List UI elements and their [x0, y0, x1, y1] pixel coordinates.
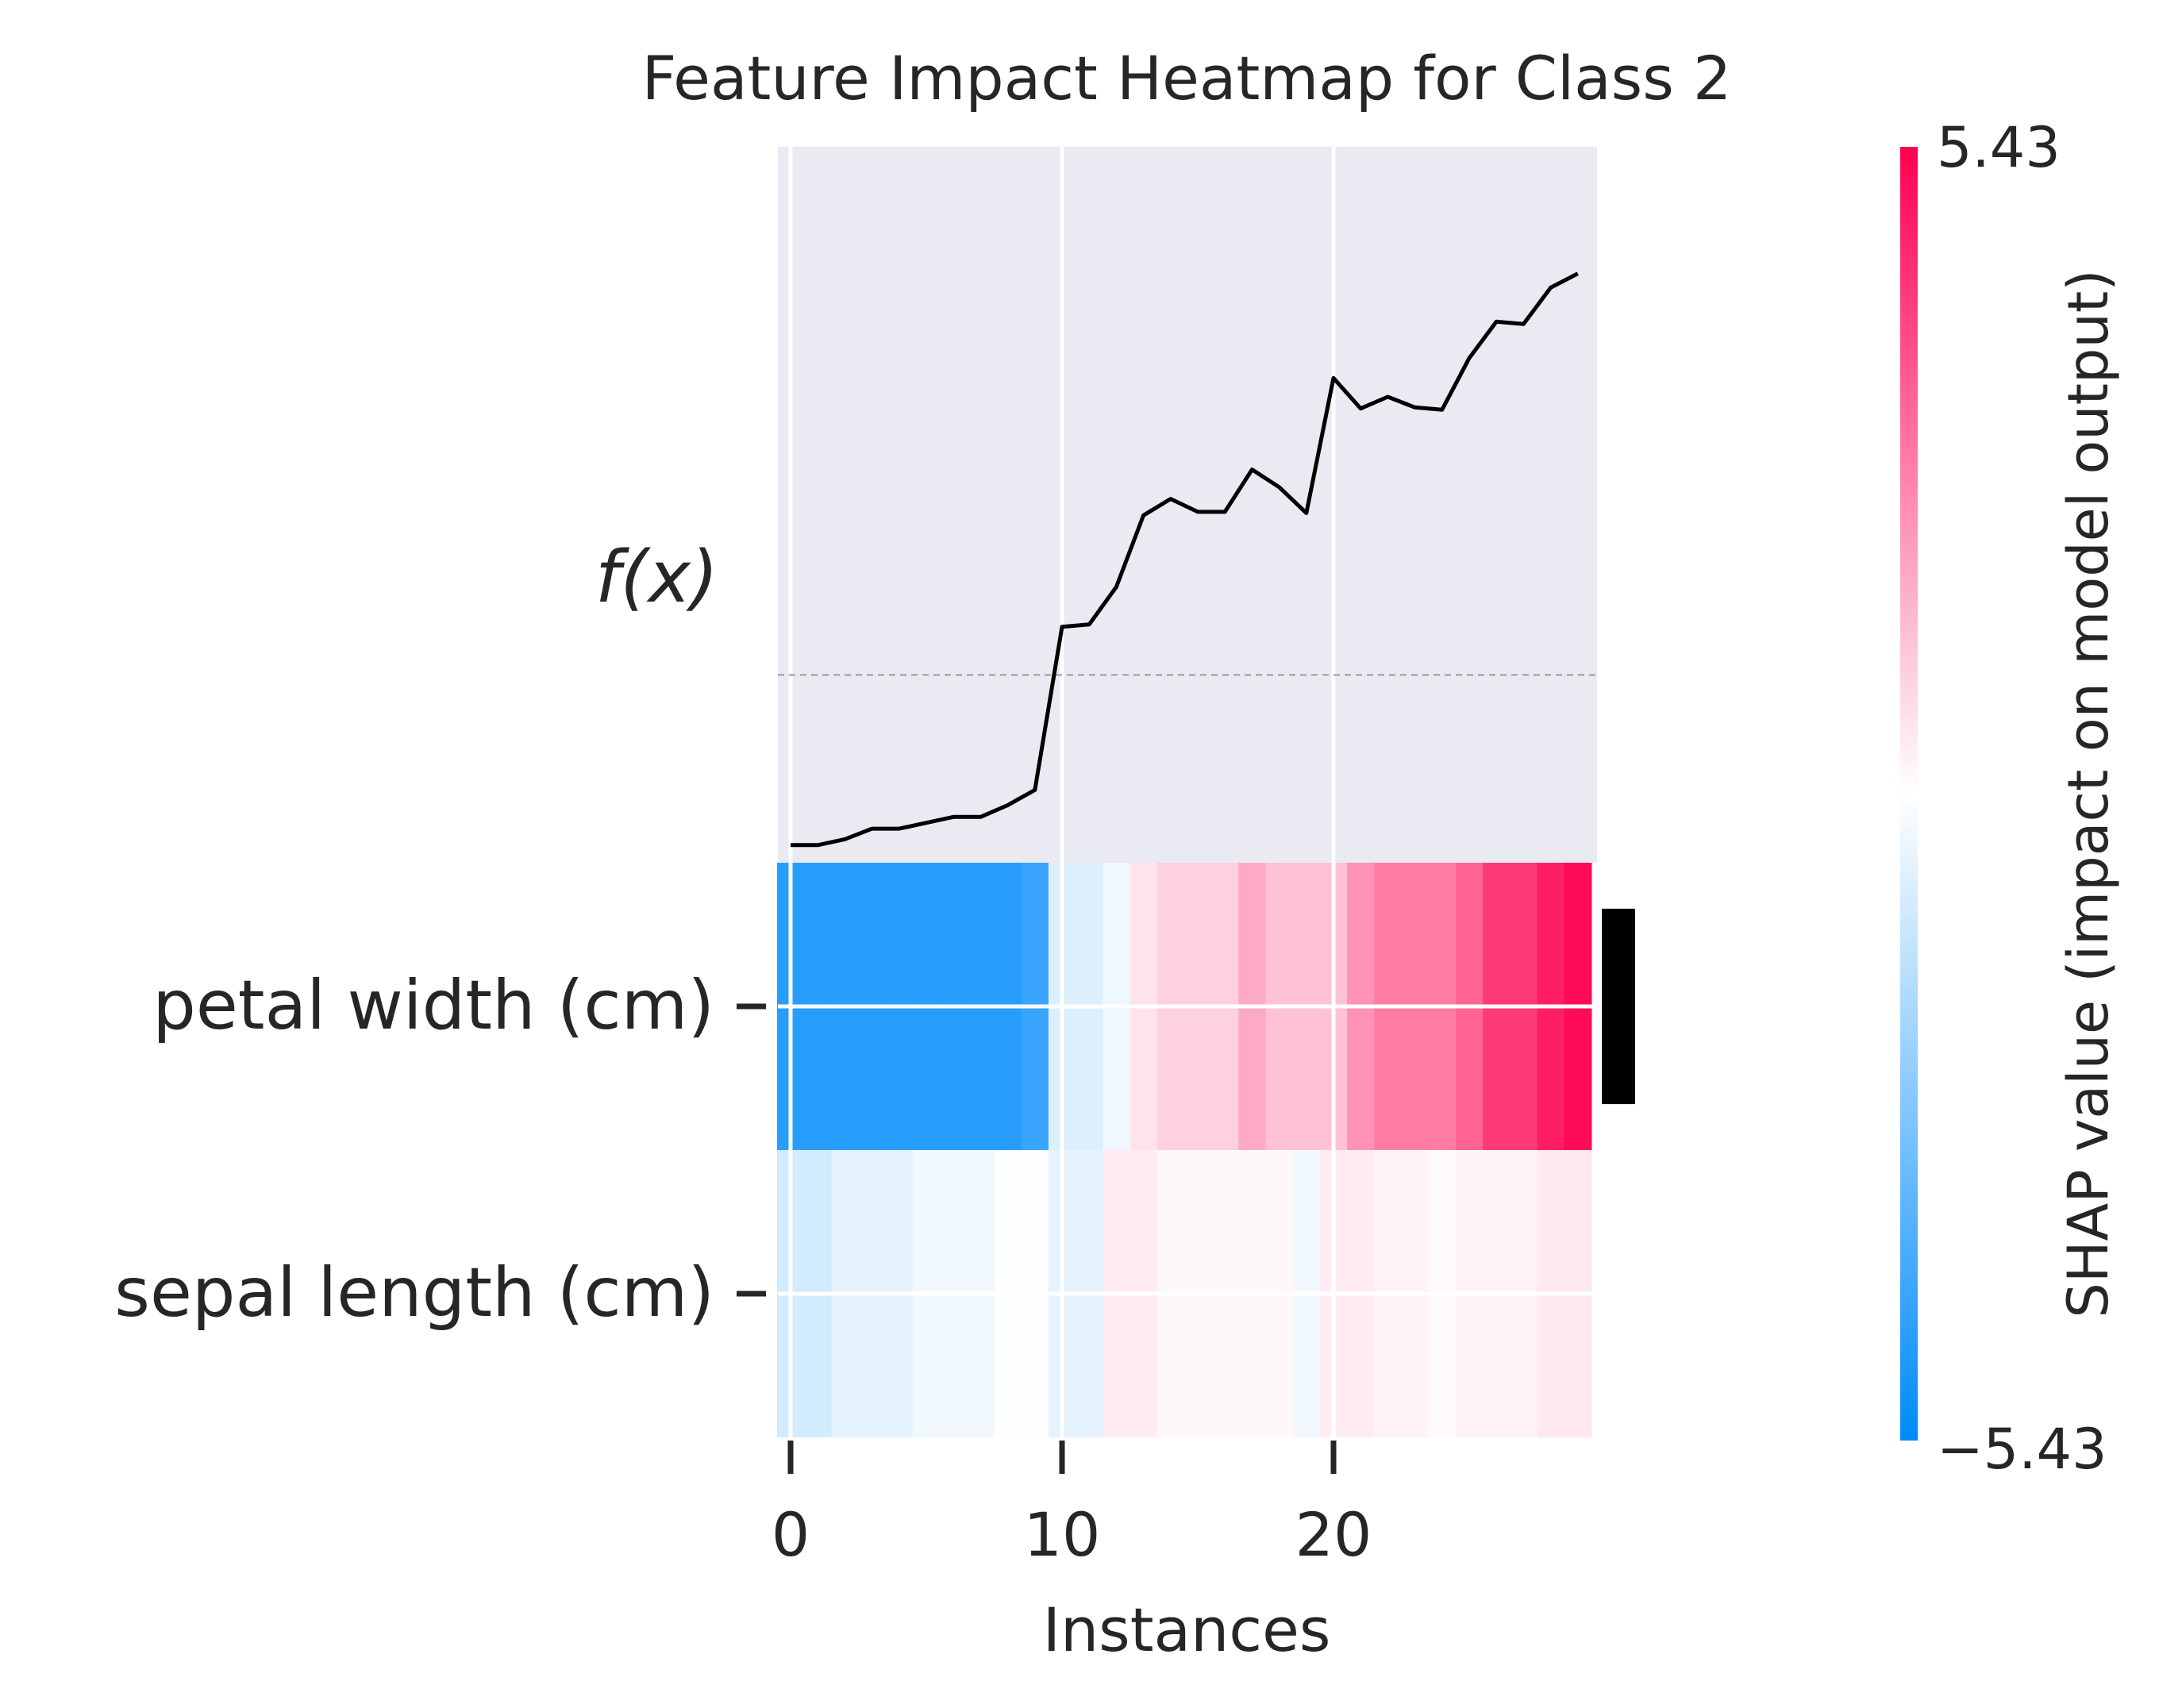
fx-axis-label: f(x) [595, 536, 718, 619]
fx-line [791, 271, 1579, 848]
colorbar [1900, 147, 1918, 1441]
heatmap-cells [776, 863, 1592, 1437]
feature-label: petal width (cm) [152, 966, 714, 1045]
x-axis-label: Instances [1043, 1595, 1331, 1665]
feature-labels: petal width (cm) sepal length (cm) [114, 966, 766, 1333]
x-tick-label: 10 [1024, 1499, 1101, 1570]
chart-title: Feature Impact Heatmap for Class 2 [642, 43, 1732, 113]
colorbar-label: SHAP value (impact on model output) [2056, 269, 2121, 1318]
x-tick-label: 0 [772, 1499, 810, 1570]
feature-label: sepal length (cm) [114, 1253, 714, 1333]
x-tick-label: 20 [1295, 1499, 1372, 1570]
gridlines [778, 147, 1597, 1437]
x-ticks: 0 10 20 [772, 1441, 1372, 1570]
colorbar-min-label: −5.43 [1937, 1417, 2107, 1482]
colorbar-max-label: 5.43 [1937, 115, 2061, 180]
feature-importance-bars [1602, 908, 1635, 1105]
feature-importance-bar [1602, 908, 1635, 1105]
